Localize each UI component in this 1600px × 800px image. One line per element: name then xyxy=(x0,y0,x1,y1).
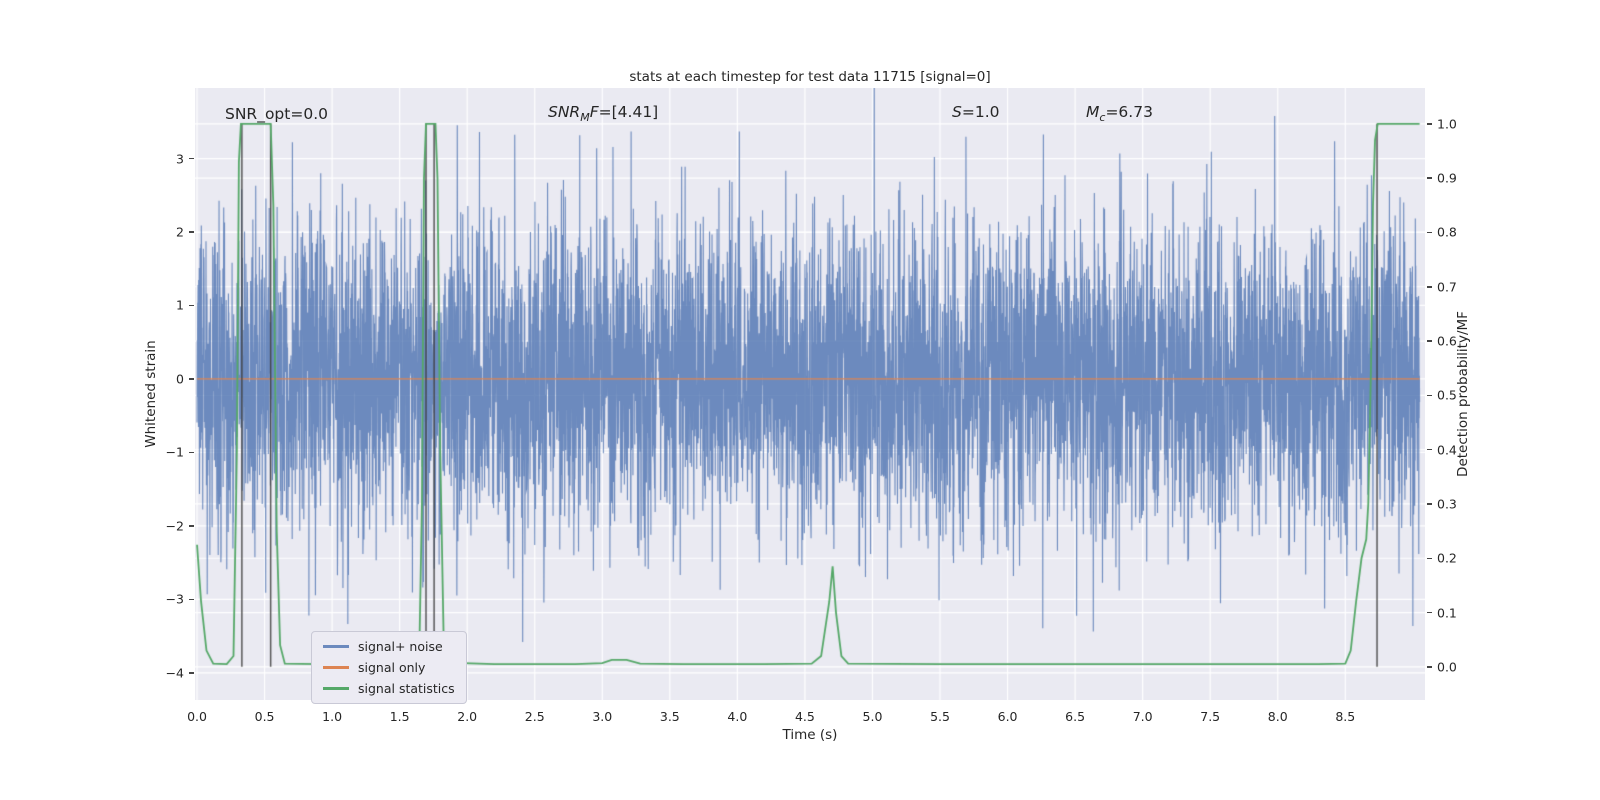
y-left-tick-label: 1 xyxy=(176,297,184,313)
tick-mark xyxy=(1427,666,1432,668)
tick-mark xyxy=(189,451,194,454)
x-tick-label: 8.5 xyxy=(1335,709,1356,724)
legend-swatch-signal-statistics xyxy=(323,687,349,690)
y-left-tick-label: −2 xyxy=(165,518,184,534)
tick-mark xyxy=(1427,123,1432,125)
x-tick-label: 4.0 xyxy=(727,709,748,724)
annotation-text: SNR_opt=0.0 xyxy=(225,105,328,123)
tick-mark xyxy=(1427,448,1432,451)
y-axis-label-right: Detection probability/MF xyxy=(1455,311,1471,477)
x-tick-label: 0.0 xyxy=(187,709,207,724)
legend-label: signal statistics xyxy=(358,681,455,696)
tick-mark xyxy=(1427,557,1432,560)
tick-mark xyxy=(1427,340,1432,342)
x-tick-label: 3.0 xyxy=(592,709,613,724)
y-left-tick-label: −4 xyxy=(165,665,184,681)
legend-label: signal only xyxy=(358,660,426,675)
y-left-tick-label: 2 xyxy=(176,224,184,240)
x-tick-label: 5.5 xyxy=(930,709,950,724)
tick-mark xyxy=(1427,231,1432,234)
y-left-tick-label: 3 xyxy=(176,151,184,167)
y-right-tick-label: 0.1 xyxy=(1437,605,1457,621)
x-tick-label: 6.0 xyxy=(997,709,1018,724)
annotation-subscript: c xyxy=(1099,111,1106,125)
tick-mark xyxy=(189,672,194,674)
tick-mark xyxy=(1427,611,1432,614)
x-tick-label: 1.0 xyxy=(322,709,343,724)
y-left-tick-label: 0 xyxy=(176,371,184,387)
annotation-text: F xyxy=(589,103,599,121)
annotation-text: M xyxy=(1086,103,1100,121)
tick-mark xyxy=(189,598,194,601)
y-right-tick-label: 0.4 xyxy=(1437,442,1457,458)
tick-mark xyxy=(1427,286,1432,288)
annotation-snr-mf: SNRMF=[4.41] xyxy=(548,103,658,124)
x-tick-label: 0.5 xyxy=(254,709,275,724)
x-tick-label: 6.5 xyxy=(1065,709,1086,724)
tick-mark xyxy=(189,231,194,233)
x-tick-label: 3.5 xyxy=(659,709,680,724)
legend-swatch-signal-plus-noise xyxy=(323,645,349,648)
legend-item-signal-statistics: signal statistics xyxy=(323,681,455,696)
annotation-snr-opt: SNR_opt=0.0 xyxy=(225,105,328,123)
tick-mark xyxy=(189,525,194,527)
legend-label: signal+ noise xyxy=(358,639,443,654)
tick-mark xyxy=(189,378,194,380)
x-tick-label: 8.0 xyxy=(1267,709,1288,724)
y-right-tick-label: 0.5 xyxy=(1437,387,1457,403)
legend: signal+ noise signal only signal statist… xyxy=(311,631,467,704)
tick-mark xyxy=(189,304,194,307)
legend-swatch-signal-only xyxy=(323,666,349,669)
y-axis-label-left: Whitened strain xyxy=(143,340,159,448)
annotation-text: SNR xyxy=(548,103,581,121)
annotation-mc: Mc=6.73 xyxy=(1086,103,1153,124)
x-tick-label: 7.0 xyxy=(1132,709,1153,724)
plot-area xyxy=(195,88,1425,700)
tick-mark xyxy=(189,157,194,160)
x-tick-label: 5.0 xyxy=(862,709,883,724)
x-axis-label: Time (s) xyxy=(782,727,838,743)
y-right-tick-label: 0.8 xyxy=(1437,224,1457,240)
annotation-text: =1.0 xyxy=(961,103,1000,121)
y-left-tick-label: −3 xyxy=(165,591,184,607)
annotation-s: S=1.0 xyxy=(952,103,999,121)
legend-item-signal-plus-noise: signal+ noise xyxy=(323,639,455,654)
annotation-text: =[4.41] xyxy=(598,103,659,121)
annotation-subscript: M xyxy=(580,111,590,125)
tick-mark xyxy=(1427,177,1432,179)
y-left-tick-label: −1 xyxy=(165,444,184,460)
y-right-tick-label: 0.6 xyxy=(1437,333,1457,349)
tick-mark xyxy=(1427,394,1432,397)
x-tick-label: 4.5 xyxy=(794,709,815,724)
x-tick-label: 1.5 xyxy=(389,709,410,724)
legend-item-signal-only: signal only xyxy=(323,660,455,675)
tick-mark xyxy=(1427,503,1432,505)
y-right-tick-label: 0.9 xyxy=(1437,170,1457,186)
annotation-text: =6.73 xyxy=(1105,103,1153,121)
y-right-tick-label: 1.0 xyxy=(1437,116,1457,132)
y-right-tick-label: 0.7 xyxy=(1437,279,1457,295)
annotation-text: S xyxy=(952,103,962,121)
x-tick-label: 2.0 xyxy=(457,709,478,724)
y-right-tick-label: 0.3 xyxy=(1437,496,1457,512)
chart-title: stats at each timestep for test data 117… xyxy=(629,69,991,85)
x-tick-label: 2.5 xyxy=(524,709,545,724)
x-tick-label: 7.5 xyxy=(1200,709,1221,724)
y-right-tick-label: 0.0 xyxy=(1437,659,1457,675)
y-right-tick-label: 0.2 xyxy=(1437,550,1457,566)
